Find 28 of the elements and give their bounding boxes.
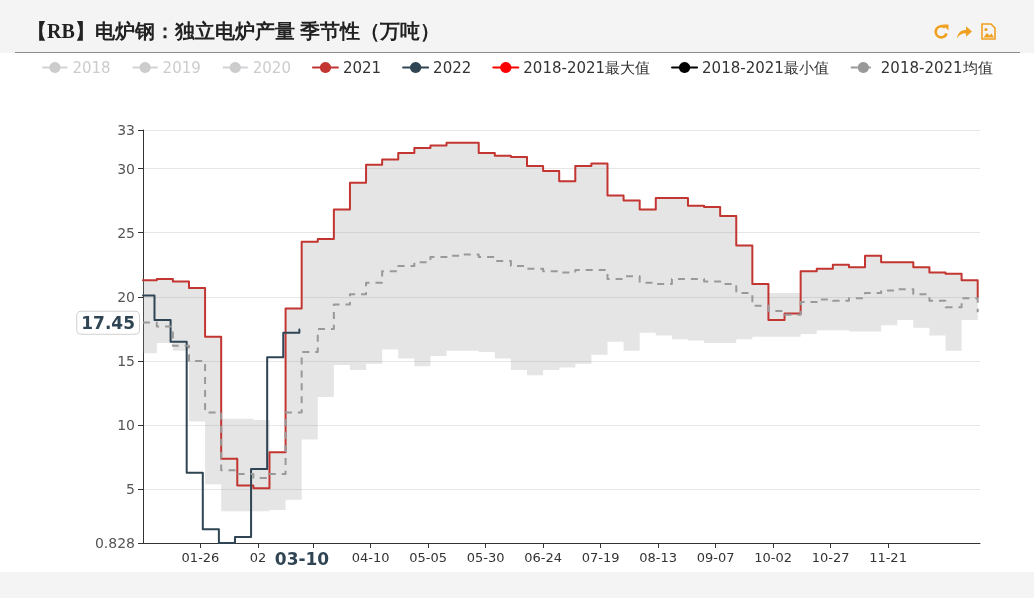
x-tick-label: 10-27 bbox=[811, 550, 850, 565]
legend-label: 2018-2021最大值 bbox=[523, 58, 651, 77]
legend-label: 2018-2021最小值 bbox=[702, 58, 829, 77]
x-tick-label: 11-21 bbox=[869, 550, 907, 565]
chart-title: 【RB】电炉钢：独立电炉产量 季节性（万吨） bbox=[27, 19, 440, 44]
x-tick-label: 02 bbox=[249, 550, 267, 565]
x-tick-label: 04-10 bbox=[351, 550, 390, 565]
y-tick-label: 30 bbox=[117, 160, 135, 177]
text: 17.45 bbox=[81, 312, 135, 333]
y-tick-label: 20 bbox=[117, 288, 135, 305]
x-tick-label: 10-02 bbox=[754, 550, 792, 565]
x-tick-label: 05-05 bbox=[409, 550, 448, 565]
x-tick-label: 09-07 bbox=[696, 550, 735, 565]
x-tick-label: 01-26 bbox=[181, 550, 220, 565]
legend-label: 2018-2021均值 bbox=[880, 58, 993, 77]
y-tick-label: 33 bbox=[117, 122, 135, 138]
x-tick-label: 05-30 bbox=[466, 550, 505, 565]
x-tick-label: 08-13 bbox=[639, 550, 677, 565]
y-tick-label: 10 bbox=[117, 417, 135, 434]
y-tick-label: 15 bbox=[117, 353, 135, 370]
y-tick-label: 0.828 bbox=[94, 535, 135, 551]
x-tick-label: 07-19 bbox=[581, 550, 620, 565]
y-tick-label: 5 bbox=[126, 481, 135, 498]
x-tick-label: 06-24 bbox=[524, 550, 562, 565]
legend-label: 2022 bbox=[433, 58, 472, 77]
y-tick-label: 25 bbox=[117, 224, 135, 241]
text: 03-10 bbox=[274, 548, 330, 569]
legend-label: 2021 bbox=[342, 58, 382, 77]
